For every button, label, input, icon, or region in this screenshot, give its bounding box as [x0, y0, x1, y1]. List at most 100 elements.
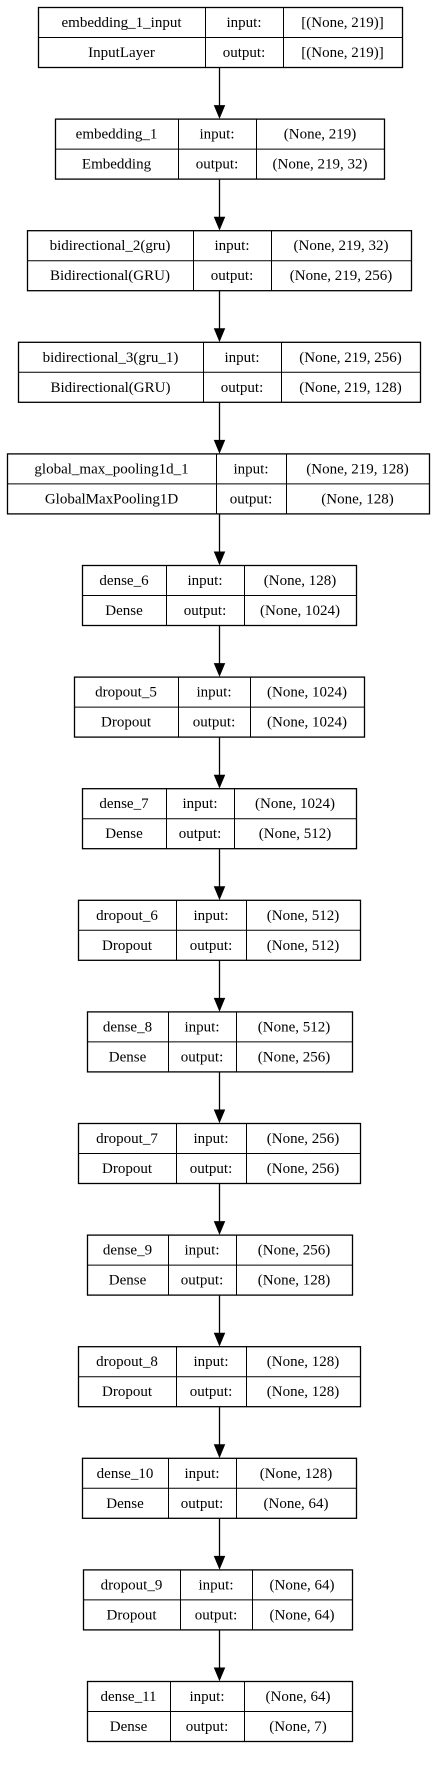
output-shape: (None, 64): [270, 1607, 335, 1623]
output-label: output:: [181, 1496, 224, 1512]
arrow-head: [213, 774, 226, 789]
arrow-head: [213, 1555, 226, 1570]
connector-arrow: [213, 849, 226, 901]
layer-name: embedding_1_input: [62, 15, 183, 31]
layer-node: embedding_1 Embedding input: output: (None, …: [54, 118, 386, 180]
output-label: output:: [179, 826, 222, 842]
input-label: input:: [233, 461, 268, 477]
input-label: input:: [193, 908, 228, 924]
input-label: input:: [196, 685, 231, 701]
input-shape: (None, 219): [284, 127, 356, 143]
input-shape: (None, 1024): [255, 796, 335, 812]
connector-arrow: [213, 291, 226, 343]
arrow-head: [213, 1444, 226, 1459]
layer-node: dense_7 Dense input: output: (None, 1024) (No…: [81, 788, 358, 850]
input-shape: (None, 1024): [267, 685, 347, 701]
layer-node: dropout_6 Dropout input: output: (None, 512)…: [77, 899, 362, 961]
output-label: output:: [211, 268, 254, 284]
arrow-head: [213, 439, 226, 454]
output-label: output:: [184, 603, 227, 619]
input-shape: (None, 64): [270, 1577, 335, 1593]
connector-arrow: [213, 1407, 226, 1459]
output-shape: (None, 64): [264, 1496, 329, 1512]
input-shape: (None, 256): [267, 1131, 339, 1147]
layer-name: bidirectional_2(gru): [50, 238, 171, 254]
connector-arrow: [213, 514, 226, 566]
input-label: input:: [184, 1243, 219, 1259]
layer-type: Dense: [109, 1273, 147, 1289]
output-shape: (None, 128): [258, 1273, 330, 1289]
input-shape: (None, 219, 128): [306, 461, 408, 477]
layer-name: dense_11: [100, 1689, 156, 1705]
layer-node: bidirectional_2(gru) Bidirectional(GRU) in…: [26, 230, 413, 292]
input-shape: (None, 128): [260, 1466, 332, 1482]
output-shape: (None, 128): [267, 1384, 339, 1400]
output-shape: [(None, 219)]: [301, 45, 383, 61]
output-label: output:: [193, 715, 236, 731]
layer-node: bidirectional_3(gru_1) Bidirectional(GRU)…: [17, 341, 422, 403]
output-shape: (None, 256): [258, 1049, 330, 1065]
layer-name: dense_7: [99, 796, 149, 812]
output-label: output:: [221, 380, 264, 396]
output-shape: (None, 512): [267, 938, 339, 954]
output-shape: (None, 512): [259, 826, 331, 842]
layer-name: dropout_9: [101, 1577, 163, 1593]
input-label: input:: [184, 1466, 219, 1482]
layer-name: dense_10: [97, 1466, 154, 1482]
input-shape: (None, 128): [267, 1354, 339, 1370]
layer-node: dropout_9 Dropout input: output: (None, 64) (…: [82, 1569, 354, 1631]
output-label: output:: [181, 1273, 224, 1289]
output-shape: (None, 128): [321, 491, 393, 507]
layer-type: Dense: [105, 826, 143, 842]
output-shape: (None, 219, 32): [273, 157, 368, 173]
layer-name: dense_9: [103, 1243, 152, 1259]
output-label: output:: [190, 1161, 233, 1177]
arrow-head: [213, 216, 226, 231]
layer-type: Dropout: [102, 1384, 153, 1400]
layer-type: Dropout: [102, 938, 153, 954]
layer-node: dense_11 Dense input: output: (None, 64) (Non…: [86, 1680, 354, 1743]
arrow-head: [213, 1332, 226, 1347]
arrow-head: [213, 886, 226, 901]
output-shape: (None, 256): [267, 1161, 339, 1177]
layer-name: embedding_1: [76, 127, 158, 143]
layer-name: global_max_pooling1d_1: [34, 461, 188, 477]
input-shape: (None, 256): [258, 1243, 330, 1259]
connector-arrow: [213, 1184, 226, 1235]
layer-type: Dropout: [107, 1607, 158, 1623]
connector-arrow: [213, 179, 226, 231]
input-shape: (None, 64): [266, 1689, 331, 1705]
connector-arrow: [213, 960, 226, 1012]
output-label: output:: [181, 1049, 224, 1065]
layer-type: GlobalMaxPooling1D: [45, 491, 178, 507]
layer-node: dropout_8 Dropout input: output: (None, 128)…: [77, 1346, 362, 1408]
layer-type: Embedding: [82, 157, 152, 173]
input-label: input:: [199, 127, 234, 143]
layer-name: dropout_8: [96, 1354, 158, 1370]
layer-name: dense_8: [103, 1019, 152, 1035]
connector-arrow: [213, 626, 226, 677]
output-shape: (None, 7): [269, 1719, 326, 1735]
layer-type: Dropout: [101, 715, 152, 731]
layer-type: InputLayer: [88, 45, 155, 61]
input-label: input:: [182, 796, 217, 812]
arrow-head: [213, 105, 226, 119]
output-label: output:: [196, 157, 239, 173]
layer-type: Dropout: [102, 1161, 153, 1177]
output-label: output:: [230, 491, 273, 507]
input-shape: [(None, 219)]: [301, 15, 383, 31]
layer-name: dropout_6: [96, 908, 158, 924]
output-shape: (None, 1024): [260, 603, 340, 619]
connector-arrow: [213, 1295, 226, 1347]
input-shape: (None, 219, 256): [299, 350, 401, 366]
input-label: input:: [198, 1577, 233, 1593]
input-label: input:: [214, 238, 249, 254]
input-shape: (None, 219, 32): [294, 238, 389, 254]
output-shape: (None, 1024): [267, 715, 347, 731]
connector-arrow: [213, 68, 226, 119]
layer-name: dropout_5: [95, 685, 157, 701]
input-label: input:: [193, 1354, 228, 1370]
arrow-head: [213, 1221, 226, 1235]
layer-type: Dense: [110, 1719, 148, 1735]
output-label: output:: [195, 1607, 238, 1623]
